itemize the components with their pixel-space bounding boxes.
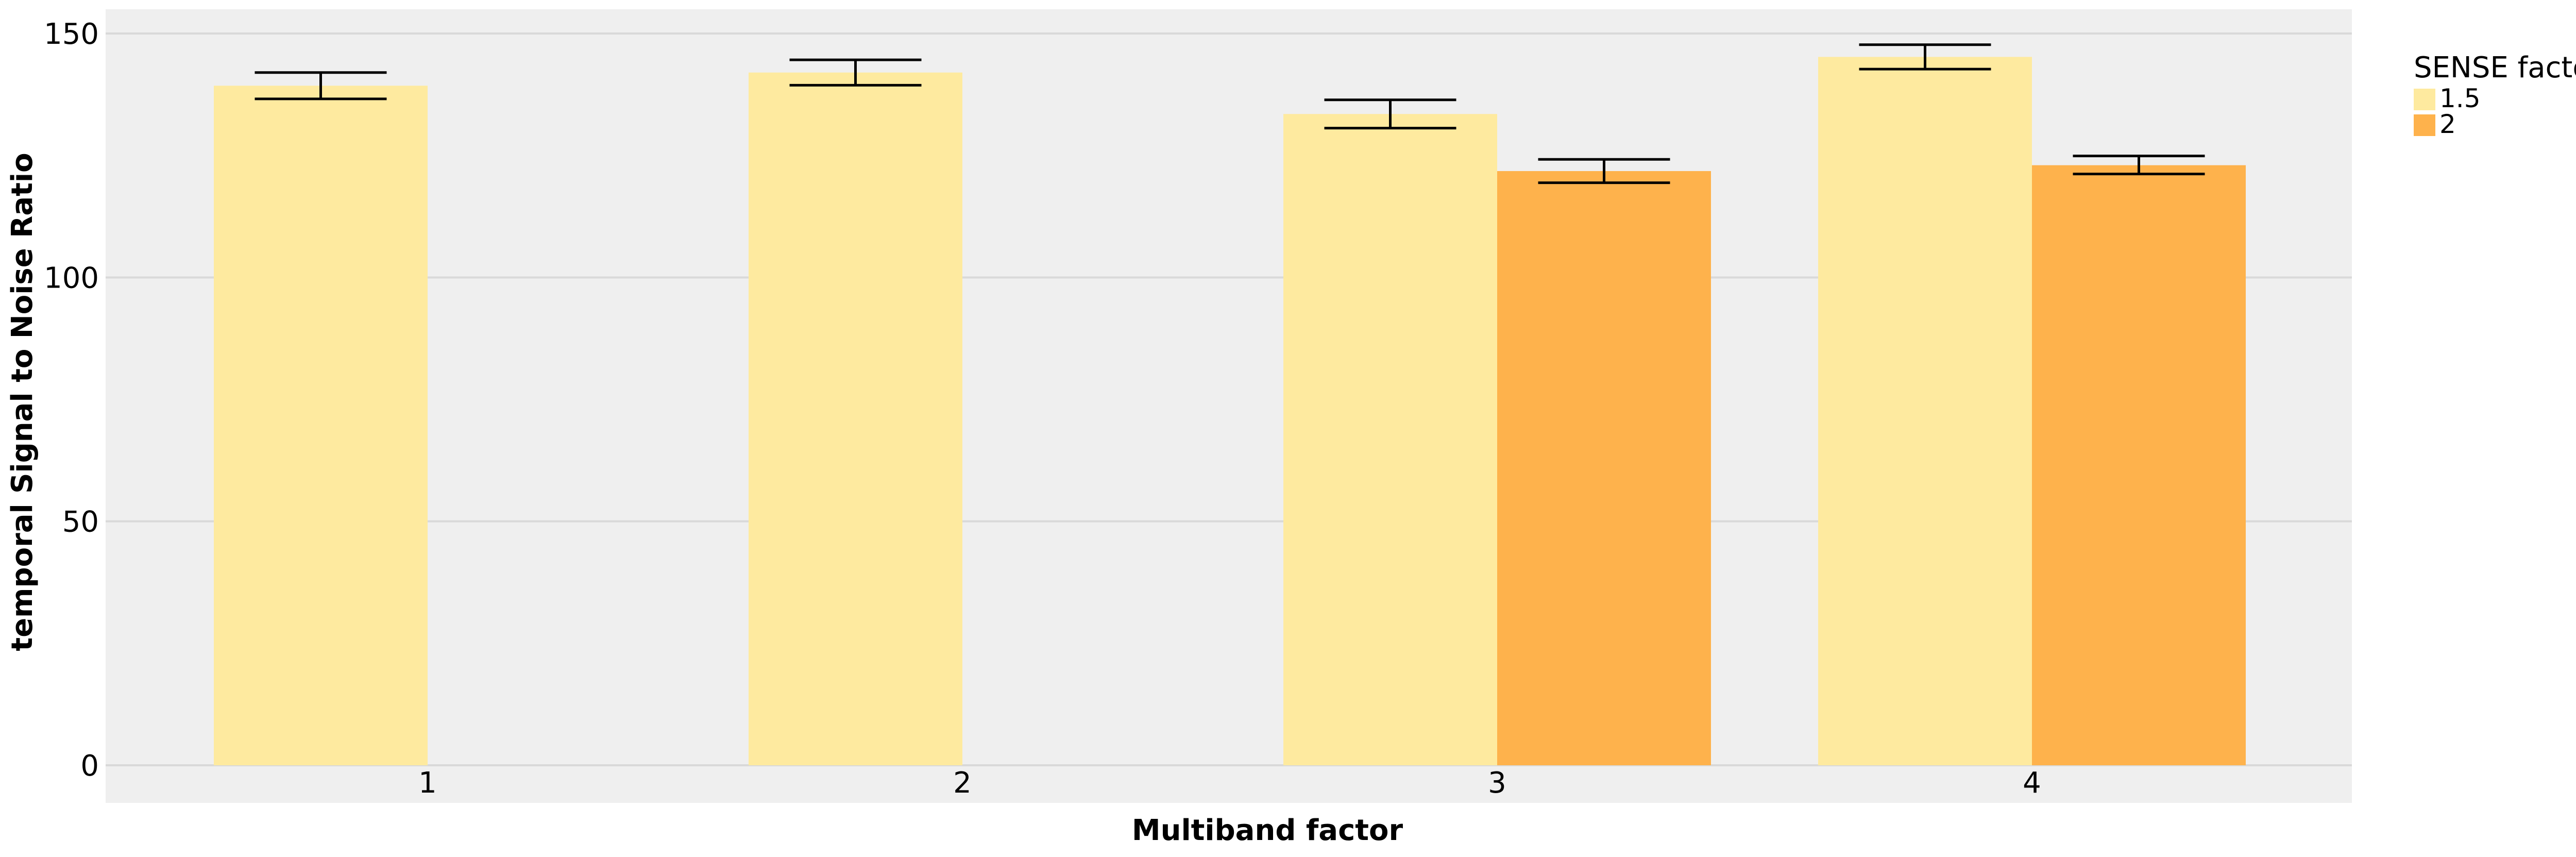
bar-4-series-1.5 (1818, 57, 2032, 766)
errorbar-4-series-2 (2073, 155, 2205, 176)
error-layer (255, 43, 2205, 184)
legend-swatch-1.5 (2414, 89, 2435, 110)
errorbar-2-series-1.5 (789, 58, 922, 87)
y-axis-title: temporal Signal to Noise Ratio (6, 153, 39, 651)
bar-1-series-1.5 (214, 86, 428, 765)
legend-label-1.5: 1.5 (2439, 83, 2481, 113)
y-tick-label-0: 0 (80, 749, 99, 783)
legend-items: 1.52 (2414, 83, 2481, 139)
errorbar-4-series-1.5 (1859, 43, 1991, 71)
errorbar-3-series-2 (1538, 158, 1670, 184)
x-tick-label-3: 3 (1488, 766, 1506, 800)
y-tick-label-100: 100 (44, 261, 99, 295)
bar-3-series-1.5 (1283, 114, 1497, 766)
bar-layer (214, 57, 2246, 766)
x-tick-labels: 1 2 3 4 (418, 766, 2041, 800)
y-tick-label-150: 150 (44, 18, 99, 51)
x-tick-label-1: 1 (418, 766, 437, 800)
bar-3-series-2 (1497, 171, 1711, 766)
x-tick-label-4: 4 (2023, 766, 2041, 800)
legend-label-2: 2 (2439, 109, 2456, 139)
y-tick-label-50: 50 (62, 506, 99, 539)
legend-swatch-2 (2414, 114, 2435, 136)
errorbar-1-series-1.5 (255, 71, 387, 100)
x-axis-title: Multiband factor (1132, 814, 1403, 847)
bar-2-series-1.5 (749, 72, 962, 765)
y-tick-labels: 0 50 100 150 (44, 18, 99, 783)
errorbar-3-series-1.5 (1324, 98, 1456, 130)
x-tick-label-2: 2 (953, 766, 972, 800)
legend-title: SENSE factor (2414, 51, 2576, 85)
bar-4-series-2 (2032, 165, 2246, 766)
legend: SENSE factor 1.52 (2414, 51, 2576, 139)
